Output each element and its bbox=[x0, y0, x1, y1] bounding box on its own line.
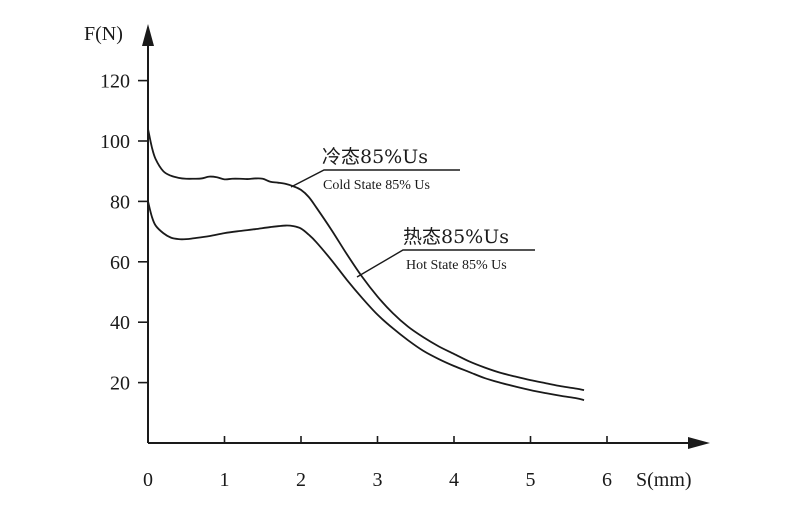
y-tick-label: 80 bbox=[110, 191, 130, 213]
cold-label-en: Cold State 85% Us bbox=[323, 178, 430, 193]
cold-leader-line bbox=[290, 169, 460, 188]
hot-state-curve bbox=[147, 201, 585, 401]
y-axis-title: F(N) bbox=[84, 23, 123, 45]
y-tick-label: 120 bbox=[100, 71, 130, 93]
hot-label-en: Hot State 85% Us bbox=[406, 258, 507, 273]
cold-state-curve bbox=[147, 128, 585, 392]
x-tick-label: 2 bbox=[296, 469, 306, 491]
y-tick-label: 20 bbox=[110, 373, 130, 395]
hot-leader-line bbox=[356, 249, 535, 278]
curves bbox=[147, 128, 585, 401]
x-tick-label: 4 bbox=[449, 469, 459, 491]
x-tick-label: 5 bbox=[526, 469, 536, 491]
axes bbox=[142, 24, 710, 449]
y-tick-label: 40 bbox=[110, 312, 130, 334]
x-axis-title: S(mm) bbox=[636, 469, 692, 491]
ticks: 20 40 60 80 100 120 0 1 2 3 4 5 6 bbox=[100, 71, 612, 491]
x-tick-label: 6 bbox=[602, 469, 612, 491]
y-axis-arrow bbox=[142, 24, 154, 46]
x-axis-arrow bbox=[688, 437, 710, 449]
annotations: 冷态85%Us Cold State 85% Us 热态85%Us Hot St… bbox=[290, 146, 535, 278]
x-tick-label: 3 bbox=[373, 469, 383, 491]
y-tick-label: 100 bbox=[100, 131, 130, 153]
x-tick-label: 1 bbox=[220, 469, 230, 491]
hot-label-cn: 热态85%Us bbox=[403, 226, 509, 248]
x-tick-label: 0 bbox=[143, 469, 153, 491]
y-tick-label: 60 bbox=[110, 252, 130, 274]
cold-label-cn: 冷态85%Us bbox=[322, 146, 428, 168]
